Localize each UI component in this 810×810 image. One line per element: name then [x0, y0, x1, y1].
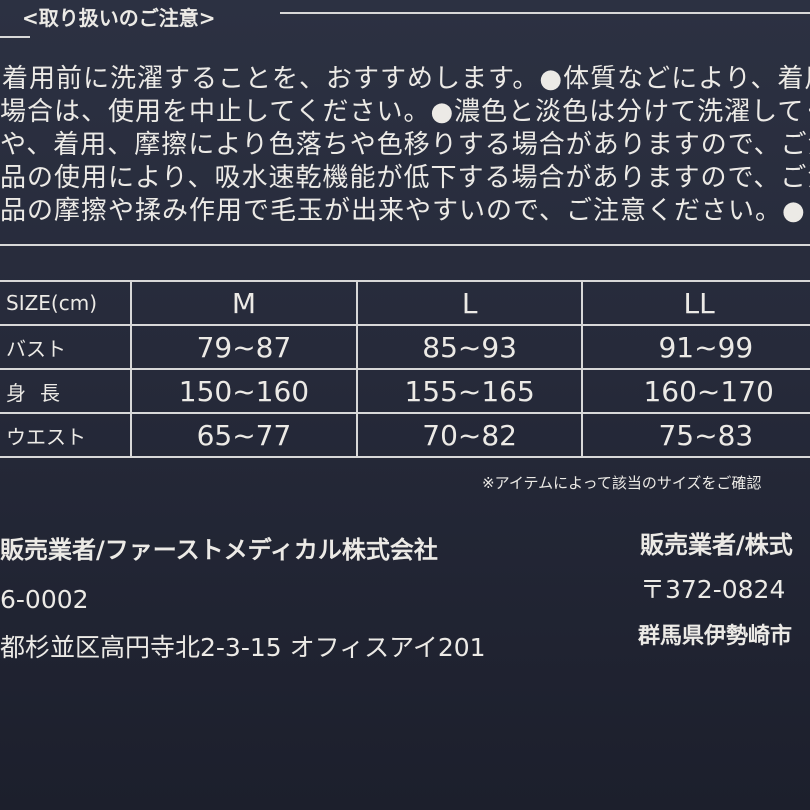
seller-address: 群馬県伊勢崎市	[638, 624, 793, 649]
header-cell: SIZE(cm)	[0, 280, 133, 326]
header-cell: L	[355, 280, 584, 326]
seller-zip: 6-0002	[0, 585, 89, 614]
size-row: バスト 79~87 85~93 91~99	[0, 324, 810, 370]
notice-line: 場合は、使用を中止してください。●濃色と淡色は分けて洗濯してく	[0, 97, 810, 127]
cell: 91~99	[581, 324, 810, 370]
notice-line: 着用前に洗濯することを、おすすめします。●体質などにより、着用	[2, 64, 810, 94]
seller-zip: 〒372-0824	[640, 575, 786, 604]
notice-line: 品の使用により、吸水速乾機能が低下する場合がありますので、ご注	[0, 163, 810, 193]
cell: 75~83	[581, 412, 810, 458]
notice-line: や、着用、摩擦により色落ちや色移りする場合がありますので、ご注	[0, 130, 810, 160]
divider	[0, 244, 810, 246]
table-note: ※アイテムによって該当のサイズをご確認	[482, 474, 762, 492]
cell: 155~165	[355, 368, 584, 414]
size-row: ウエスト 65~77 70~82 75~83	[0, 412, 810, 458]
seller-name: 販売業者/株式	[640, 531, 793, 559]
divider	[0, 36, 30, 38]
divider	[280, 12, 810, 14]
cell: 65~77	[130, 412, 358, 458]
size-table: SIZE(cm) M L LL バスト 79~87 85~93 91~99 身長…	[0, 280, 810, 458]
cell: 160~170	[581, 368, 810, 414]
cell: 70~82	[355, 412, 584, 458]
notice-title: <取り扱いのご注意>	[22, 6, 216, 30]
cell: 85~93	[355, 324, 584, 370]
notice-line: 品の摩擦や揉み作用で毛玉が出来やすいので、ご注意ください。●	[0, 196, 806, 226]
size-row: 身長 150~160 155~165 160~170	[0, 368, 810, 414]
row-label: バスト	[0, 324, 133, 370]
size-header-row: SIZE(cm) M L LL	[0, 280, 810, 326]
header-cell: M	[130, 280, 358, 326]
seller-name: 販売業者/ファーストメディカル株式会社	[0, 536, 438, 564]
row-label: ウエスト	[0, 412, 133, 458]
header-cell: LL	[581, 280, 810, 326]
cell: 79~87	[130, 324, 358, 370]
row-label: 身長	[0, 368, 133, 414]
seller-address: 都杉並区高円寺北2-3-15 オフィスアイ201	[0, 633, 486, 662]
cell: 150~160	[130, 368, 358, 414]
